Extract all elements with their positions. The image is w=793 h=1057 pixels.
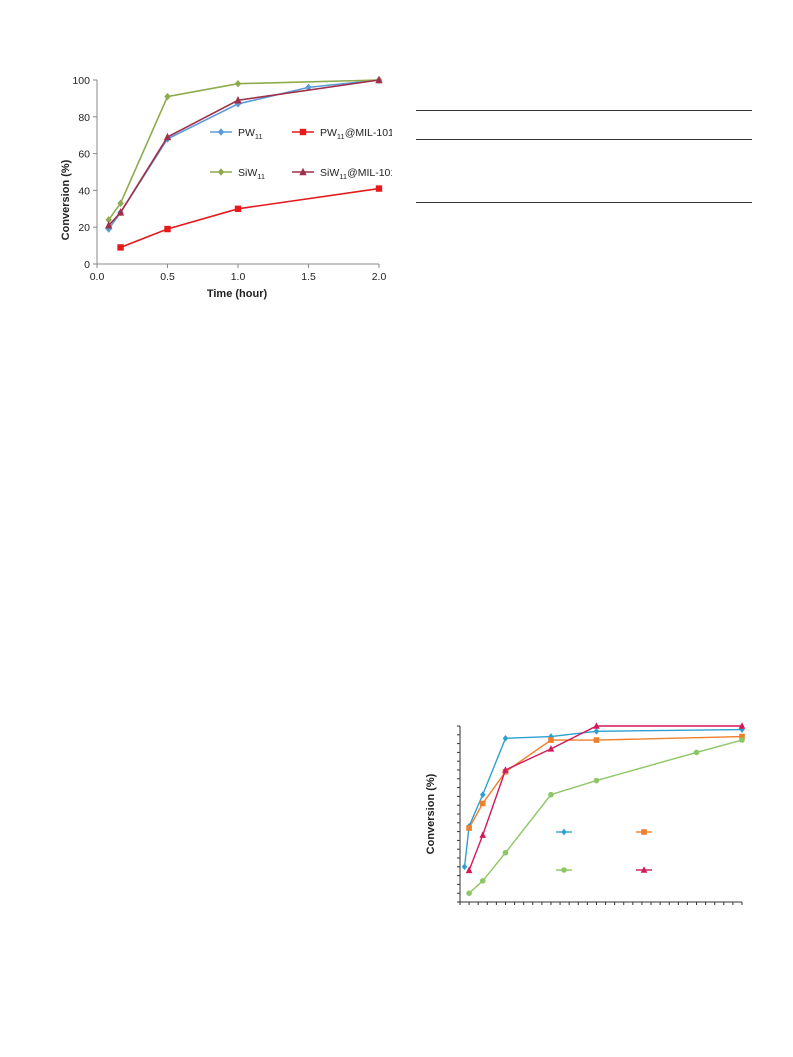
chart1-data-point [234, 96, 242, 104]
chart-conversion-lower: Conversion (%) [425, 722, 746, 905]
chart1-data-point [164, 225, 171, 233]
chart2-data-point [479, 878, 486, 884]
chart1-legend: PW11 PW11@MIL-101 SiW11 SiW11@MIL-101 [210, 127, 392, 181]
chart1-y-tick-label: 40 [78, 185, 90, 197]
chart2-data-point [593, 722, 600, 729]
chart1-y-tick-label: 80 [78, 112, 90, 124]
chart1-axes: 0 20 40 60 80 100 0.0 0.5 1.0 1.5 2.0 [72, 75, 386, 283]
chart1-legend-marker [217, 168, 225, 176]
chart2-data-point [479, 831, 487, 838]
chart1-data-point [105, 221, 113, 229]
chart1-series-line [108, 79, 380, 230]
chart1-y-axis-label: Conversion (%) [60, 159, 72, 240]
table-header-rule [416, 139, 752, 140]
chart1-x-tick-label: 1.0 [231, 271, 246, 283]
chart1-y-tick-label: 20 [78, 222, 90, 234]
chart2-data-point [466, 890, 472, 896]
chart2-data-point [593, 727, 600, 735]
chart2-data-point [548, 733, 554, 740]
chart2-data-point [466, 825, 472, 831]
chart2-series-line [468, 725, 742, 871]
chart1-x-tick-label: 2.0 [372, 271, 387, 283]
chart1-legend-label: SiW11@MIL-101 [320, 167, 392, 181]
chart1-data-point [117, 244, 124, 251]
chart2-marks [461, 722, 746, 896]
chart1-data-point [116, 208, 125, 216]
chart2-legend-marker [561, 828, 567, 836]
chart1-x-axis-label: Time (hour) [207, 288, 268, 300]
chart1-x-tick-label: 0.5 [160, 271, 175, 283]
chart2-data-point [502, 735, 509, 742]
chart1-data-point [117, 199, 124, 207]
chart1-y-tick-label: 100 [72, 75, 90, 87]
chart1-marks [105, 75, 383, 251]
chart1-y-tick-label: 60 [78, 149, 90, 161]
chart1-data-point [164, 92, 171, 101]
chart1-legend-marker [299, 167, 307, 176]
chart1-legend-label: PW11 [238, 127, 263, 141]
chart1-data-point [234, 100, 242, 108]
chart2-data-point [502, 849, 509, 856]
chart1-legend-label: PW11@MIL-101 [320, 127, 392, 141]
chart2-legend [556, 828, 652, 873]
table-bottom-rule [416, 202, 752, 203]
chart2-series-line [463, 728, 743, 867]
chart2-data-point [693, 749, 700, 756]
chart1-legend-marker [217, 128, 225, 136]
table-top-rule [416, 110, 752, 111]
chart1-x-tick-label: 1.5 [301, 271, 316, 283]
chart2-series-line [468, 739, 743, 894]
chart2-data-point [502, 766, 509, 773]
chart2-data-point [738, 722, 746, 729]
chart1-series-line [108, 79, 380, 221]
chart2-data-point [479, 791, 486, 798]
chart1-data-point [105, 216, 112, 224]
chart1-legend-label: SiW11 [238, 167, 265, 181]
chart1-data-point [163, 132, 172, 141]
chart1-data-point [375, 75, 383, 84]
chart2-data-point [593, 777, 600, 784]
chart1-legend-marker [299, 128, 307, 136]
chart1-x-tick-label: 0.0 [90, 271, 105, 283]
chart2-data-point [465, 866, 473, 874]
chart-time-conversion: 0 20 40 60 80 100 0.0 0.5 1.0 1.5 2.0 PW11 PW11@MIL… [60, 75, 392, 300]
chart2-series-line [468, 735, 743, 829]
chart2-data-point [548, 737, 554, 743]
chart2-legend-marker [561, 867, 567, 873]
chart2-data-point [739, 733, 745, 740]
chart2-data-point [547, 745, 555, 752]
chart1-data-point [375, 185, 383, 192]
chart2-axes [457, 725, 743, 905]
chart2-y-axis-label: Conversion (%) [425, 773, 437, 854]
chart1-series-line [120, 187, 380, 249]
chart2-data-point [739, 737, 745, 743]
chart2-data-point [479, 800, 486, 807]
chart2-data-point [548, 791, 554, 798]
chart2-data-point [593, 737, 600, 743]
chart1-data-point [234, 79, 242, 88]
chart1-data-point [234, 205, 242, 212]
chart2-data-point [461, 863, 468, 871]
chart1-y-tick-label: 0 [84, 259, 90, 271]
chart2-legend-marker [640, 866, 648, 873]
chart2-legend-marker [641, 829, 647, 835]
